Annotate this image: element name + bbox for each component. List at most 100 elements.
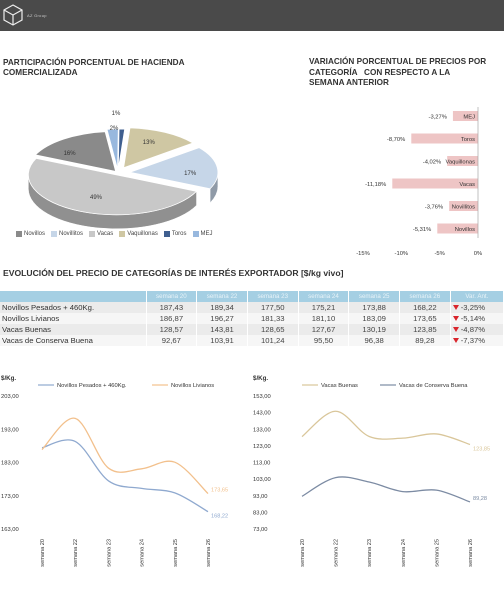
bar-title-line-3: SEMANA ANTERIOR: [309, 78, 389, 87]
bar-title-line-2: CATEGORÍA CON RESPECTO A LA: [309, 67, 451, 77]
table-cell: 196,27: [196, 313, 248, 324]
y-tick-label: 183,00: [1, 461, 19, 467]
series-line: [301, 476, 471, 503]
bar-section-title: VARIACIÓN PORCENTUAL DE PRECIOS POR CATE…: [309, 57, 486, 89]
y-tick-label: 73,00: [253, 527, 268, 533]
table-cell: 183,09: [348, 313, 401, 324]
down-triangle-icon: [452, 338, 459, 344]
y-axis-label: $/Kg.: [253, 375, 268, 382]
legend-swatch: [119, 231, 126, 237]
legend-label: Novillos Livianos: [171, 383, 214, 389]
pie-slice-toros: [117, 128, 126, 170]
bar-category-label: Novillitos: [452, 205, 475, 211]
legend-item: Vaquillonas: [119, 231, 158, 237]
x-tick-label: semana 20: [40, 539, 46, 567]
bar: [411, 133, 478, 144]
y-tick-label: 133,00: [253, 427, 271, 433]
column-header: Var. Ant.: [450, 291, 504, 302]
legend-label: Novillitos: [59, 231, 84, 237]
x-tick-label: semana 22: [73, 539, 79, 567]
table-cell: 177,50: [247, 302, 299, 313]
legend-label: Toros: [171, 231, 187, 237]
table-cell: 181,10: [298, 313, 350, 324]
table-cell: 96,38: [348, 335, 401, 346]
legend-swatch: [192, 231, 199, 237]
pie-value-label: 13%: [143, 140, 156, 146]
legend-label: Vaquillonas: [127, 231, 158, 237]
bar-tick-label: -10%: [395, 251, 409, 257]
legend-item: MEJ: [192, 231, 213, 237]
legend-swatch: [51, 231, 58, 237]
variation-value: -7,37%: [460, 336, 486, 345]
pie-section-title: PARTICIPACIÓN PORCENTUAL DE HACIENDA COM…: [3, 58, 185, 78]
bar-chart: MEJ -3,27% Toros -8,70% Vaquillonas -4,02% Vac…: [356, 107, 482, 257]
row-label: Vacas Buenas: [0, 324, 147, 335]
legend-swatch: [89, 231, 96, 237]
y-tick-label: 113,00: [253, 461, 270, 467]
table-cell: 123,85: [399, 324, 451, 335]
series-end-label: 89,28: [473, 496, 487, 502]
variation-cell: -4,87%: [450, 324, 504, 335]
x-tick-label: semana 26: [468, 539, 474, 567]
table-row: Vacas de Conserva Buena 92,67 103,91 101…: [0, 335, 504, 346]
page-header: AZ Group: [0, 0, 504, 31]
row-label: Novillos Livianos: [0, 313, 147, 324]
variation-value: -3,25%: [460, 303, 486, 312]
bar: [449, 201, 478, 211]
variation-value: -5,14%: [460, 314, 486, 323]
bar-tick-label: -15%: [356, 251, 370, 257]
pie-legend: Novillos Novillitos Vacas Vaquillonas Toros M…: [16, 231, 219, 239]
pie-value-label: 1%: [112, 111, 121, 117]
column-header: semana 24: [298, 291, 350, 302]
pie-value-label: 16%: [64, 151, 77, 157]
table-cell: 168,22: [399, 302, 451, 313]
variation-cell: -3,25%: [450, 302, 504, 313]
pie-slice-novillitos: [128, 147, 219, 190]
legend-swatch: [16, 231, 22, 237]
bar-category-label: Novillos: [455, 227, 475, 233]
y-axis-label: $/Kg.: [1, 375, 16, 382]
bar-category-label: Vacas: [459, 182, 475, 188]
column-header: semana 26: [399, 291, 451, 302]
pie-chart: 2% 1% 13% 17% 49% 16%: [28, 111, 219, 230]
row-label: Novillos Pesados + 460Kg.: [0, 302, 147, 313]
legend-label: Vacas de Conserva Buena: [399, 383, 468, 389]
bar: [447, 156, 478, 166]
pie-value-label: 2%: [110, 126, 119, 132]
legend-label: Novillos: [24, 231, 46, 237]
table-cell: 181,33: [247, 313, 299, 324]
table-cell: 101,24: [247, 335, 299, 346]
bar: [437, 223, 478, 234]
bar-category-label: MEJ: [463, 115, 475, 121]
brand-name: AZ Group: [27, 13, 47, 18]
y-tick-label: 143,00: [253, 411, 271, 417]
table-row: Novillos Livianos 186,87 196,27 181,33 1…: [0, 313, 504, 324]
legend-item: Novillos: [16, 231, 45, 237]
table-cell: 189,34: [196, 302, 248, 313]
y-tick-label: 83,00: [253, 510, 268, 516]
series-end-label: 123,85: [473, 446, 490, 452]
cube-logo-icon: [3, 4, 23, 26]
table-cell: 127,67: [298, 324, 350, 335]
table-cell: 128,57: [146, 324, 198, 335]
table-row: Novillos Pesados + 460Kg. 187,43 189,34 …: [0, 302, 504, 313]
bar-category-label: Vaquillonas: [445, 160, 475, 166]
x-tick-label: semana 25: [173, 539, 179, 567]
pie-title-line-2: COMERCIALIZADA: [3, 68, 78, 77]
row-label: Vacas de Conserva Buena: [0, 335, 147, 346]
y-tick-label: 93,00: [253, 494, 268, 500]
table-cell: 173,65: [399, 313, 451, 324]
evolution-title: EVOLUCIÓN DEL PRECIO DE CATEGORÍAS DE IN…: [3, 268, 344, 278]
y-tick-label: 203,00: [1, 394, 19, 400]
table-header-row: semana 20 semana 22 semana 23 semana 24 …: [0, 291, 504, 302]
legend-label: Novillos Pesados + 460Kg.: [57, 383, 127, 389]
series-end-label: 173,65: [211, 488, 228, 494]
legend-item: Vacas: [89, 231, 113, 237]
x-tick-label: semana 22: [334, 539, 340, 567]
y-tick-label: 163,00: [1, 527, 19, 533]
table-row: Vacas Buenas 128,57 143,81 128,65 127,67…: [0, 324, 504, 335]
table-cell: 130,19: [348, 324, 401, 335]
x-tick-label: semana 20: [300, 539, 306, 567]
bar-value-label: -11,18%: [365, 182, 386, 188]
down-triangle-icon: [452, 327, 459, 333]
